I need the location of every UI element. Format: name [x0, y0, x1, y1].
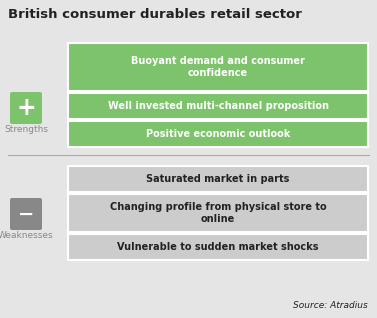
- Text: British consumer durables retail sector: British consumer durables retail sector: [8, 8, 302, 21]
- Text: Weaknesses: Weaknesses: [0, 231, 54, 240]
- FancyBboxPatch shape: [10, 92, 42, 124]
- Text: −: −: [18, 204, 34, 224]
- FancyBboxPatch shape: [68, 93, 368, 119]
- FancyBboxPatch shape: [68, 121, 368, 147]
- Text: Source: Atradius: Source: Atradius: [293, 301, 368, 310]
- FancyBboxPatch shape: [68, 234, 368, 260]
- Text: Saturated market in parts: Saturated market in parts: [146, 174, 290, 184]
- FancyBboxPatch shape: [68, 43, 368, 91]
- Text: Vulnerable to sudden market shocks: Vulnerable to sudden market shocks: [117, 242, 319, 252]
- FancyBboxPatch shape: [68, 194, 368, 232]
- Text: Strengths: Strengths: [4, 125, 48, 134]
- FancyBboxPatch shape: [68, 166, 368, 192]
- Text: Positive economic outlook: Positive economic outlook: [146, 129, 290, 139]
- Text: +: +: [16, 96, 36, 120]
- Text: Well invested multi-channel proposition: Well invested multi-channel proposition: [107, 101, 328, 111]
- FancyBboxPatch shape: [10, 198, 42, 230]
- Text: Buoyant demand and consumer
confidence: Buoyant demand and consumer confidence: [131, 56, 305, 78]
- Text: Changing profile from physical store to
online: Changing profile from physical store to …: [110, 202, 326, 224]
